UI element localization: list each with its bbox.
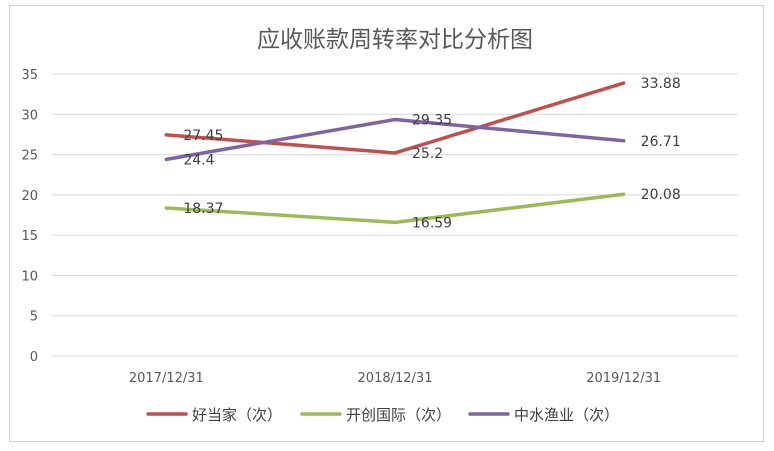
y-tick-label: 5: [30, 310, 38, 325]
data-label: 26.71: [641, 134, 681, 150]
series-line: [164, 192, 626, 225]
data-label: 27.45: [183, 128, 223, 144]
data-point: [393, 151, 397, 155]
data-label: 16.59: [412, 215, 452, 231]
x-axis: 2017/12/31 2018/12/31 2019/12/31: [129, 371, 661, 386]
data-label: 18.37: [183, 201, 223, 217]
x-tick-label: 2017/12/31: [129, 371, 204, 386]
x-tick-label: 2019/12/31: [586, 371, 661, 386]
y-tick-label: 35: [21, 68, 38, 83]
y-tick-label: 30: [21, 108, 38, 123]
y-tick-label: 25: [21, 149, 38, 164]
legend-label: 好当家（次）: [192, 406, 282, 424]
legend: 好当家（次） 开创国际（次） 中水渔业（次）: [146, 406, 619, 424]
data-point: [164, 206, 168, 210]
data-point: [622, 192, 626, 196]
data-label: 20.08: [641, 187, 681, 203]
data-label: 33.88: [641, 76, 681, 92]
y-axis: 0 5 10 15 20 25 30 35: [21, 68, 38, 365]
y-tick-label: 0: [30, 350, 38, 365]
data-point: [622, 81, 626, 85]
y-tick-label: 15: [21, 229, 38, 244]
data-point: [164, 157, 168, 161]
data-point: [393, 118, 397, 122]
legend-label: 开创国际（次）: [346, 406, 451, 424]
data-point: [164, 133, 168, 137]
legend-label: 中水渔业（次）: [514, 406, 619, 424]
chart-title: 应收账款周转率对比分析图: [257, 27, 533, 53]
data-label: 24.4: [183, 152, 214, 168]
x-tick-label: 2018/12/31: [358, 371, 433, 386]
data-label: 25.2: [412, 146, 443, 162]
gridlines: [52, 73, 738, 357]
y-tick-label: 20: [21, 189, 38, 204]
y-tick-label: 10: [21, 269, 38, 284]
data-point: [622, 139, 626, 143]
data-label: 29.35: [412, 113, 452, 129]
data-labels: 27.45 25.2 33.88 18.37 16.59 20.08 24.4 29.35 26…: [183, 76, 680, 231]
series-lines: [164, 81, 626, 225]
data-point: [393, 220, 397, 224]
